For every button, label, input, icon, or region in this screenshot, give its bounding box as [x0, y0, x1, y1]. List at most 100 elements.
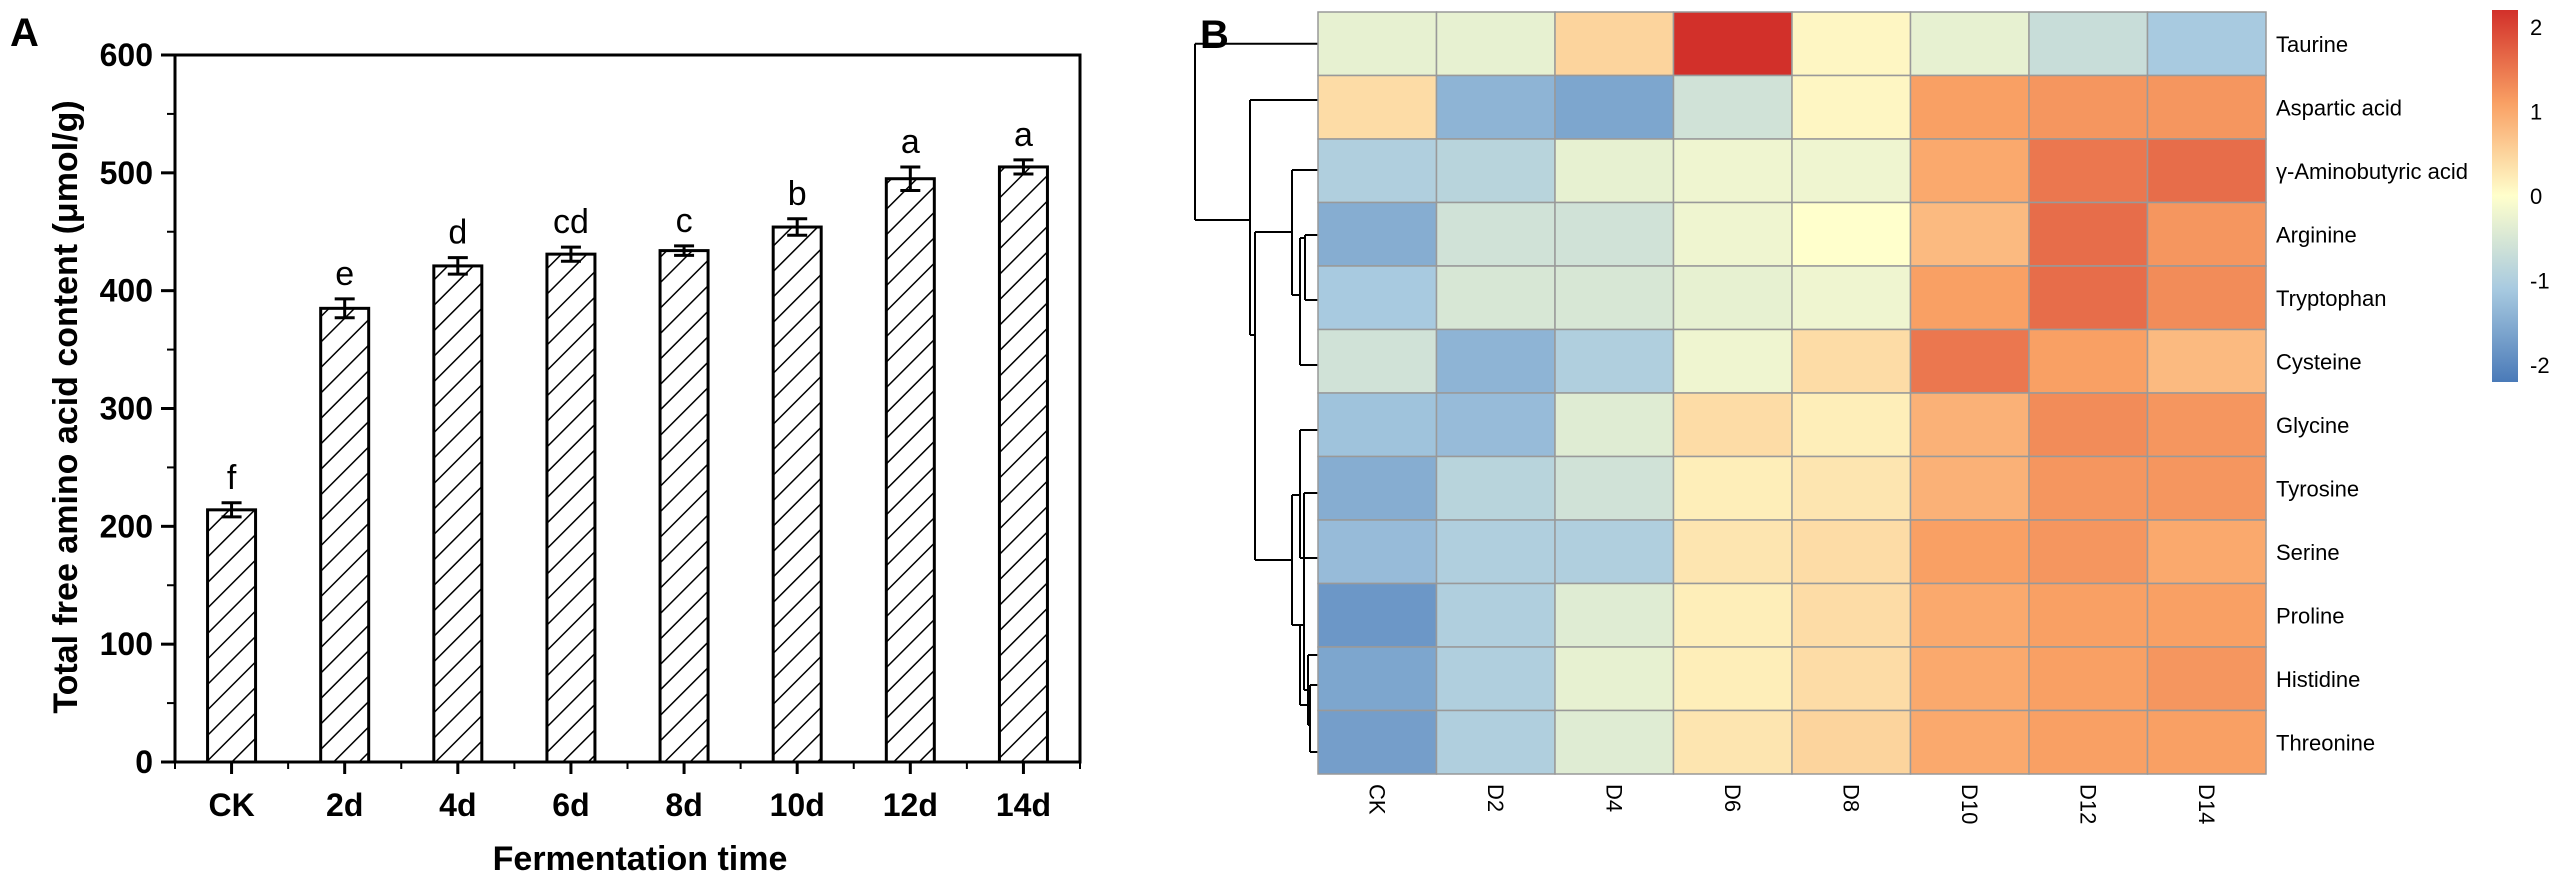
heatmap-cell	[1317, 74, 1438, 140]
heatmap-cell	[1672, 11, 1793, 77]
heatmap-cell	[1909, 74, 2030, 140]
row-label: Glycine	[2276, 413, 2349, 438]
heatmap-cell	[2146, 328, 2267, 394]
row-dendrogram	[1194, 42, 1318, 753]
row-label: Threonine	[2276, 730, 2375, 755]
heatmap-cell	[1791, 11, 1912, 77]
row-labels: Taurine Aspartic acid γ-Aminobutyric acid A…	[2276, 32, 2468, 756]
bar-chart-panel: A f e d cd c b a a CK 2d 4d 6d 8d 10d 12d 14d 0 100 200 3…	[10, 11, 1082, 878]
heatmap-cell	[1317, 265, 1438, 331]
y-tick-label: 200	[100, 508, 153, 544]
axes	[161, 53, 1082, 774]
bar	[884, 177, 936, 764]
error-bars	[221, 158, 1034, 519]
x-tick-label: 10d	[770, 787, 825, 823]
y-tick-label: 300	[100, 391, 153, 427]
heatmap-cell	[1317, 455, 1438, 521]
column-label: D8	[1838, 784, 1863, 812]
heatmap-cell	[1554, 519, 1675, 585]
x-axis-label: Fermentation time	[493, 840, 788, 878]
row-label: Serine	[2276, 540, 2340, 565]
row-label: Aspartic acid	[2276, 95, 2402, 120]
color-scale-tick-label: 2	[2530, 15, 2542, 40]
heatmap-cell	[1672, 392, 1793, 458]
color-scale-bar	[2492, 10, 2518, 382]
x-tick-label: 4d	[439, 787, 476, 823]
significance-letter: a	[1014, 116, 1033, 154]
heatmap-cell	[2146, 265, 2267, 331]
x-tick-label: CK	[208, 787, 254, 823]
heatmap-cell	[2146, 519, 2267, 585]
y-axis-label: Total free amino acid content (μmol/g)	[47, 100, 85, 713]
y-tick-label: 500	[100, 155, 153, 191]
row-label: Proline	[2276, 603, 2344, 628]
heatmap-cell	[1791, 519, 1912, 585]
heatmap-cell	[1909, 201, 2030, 267]
heatmap-cell	[1791, 392, 1912, 458]
column-label: D2	[1483, 784, 1508, 812]
x-tick-label: 12d	[883, 787, 938, 823]
heatmap-cell	[2146, 201, 2267, 267]
heatmap-cell	[2028, 519, 2149, 585]
significance-letter: b	[788, 175, 807, 213]
heatmap-cell	[1317, 328, 1438, 394]
column-label: D4	[1601, 784, 1626, 812]
heatmap-cell	[1672, 265, 1793, 331]
heatmap-cell	[1791, 265, 1912, 331]
heatmap-cell	[1435, 201, 1556, 267]
heatmap-cell	[1672, 519, 1793, 585]
significance-letter: a	[901, 123, 920, 161]
heatmap-cell	[1317, 709, 1438, 775]
x-tick-label: 14d	[996, 787, 1051, 823]
y-tick-labels: 0 100 200 300 400 500 600	[100, 37, 153, 780]
bar	[658, 249, 710, 764]
heatmap-cell	[1554, 392, 1675, 458]
heatmap-cell	[1672, 138, 1793, 204]
heatmap-cell	[1672, 201, 1793, 267]
y-tick-label: 600	[100, 37, 153, 73]
y-tick-label: 400	[100, 273, 153, 309]
heatmap-cell	[1791, 582, 1912, 648]
heatmap-cells	[1317, 11, 2267, 775]
heatmap-cell	[1435, 392, 1556, 458]
significance-letter: d	[448, 214, 467, 252]
heatmap-cell	[1791, 328, 1912, 394]
heatmap-cell	[1791, 201, 1912, 267]
plot-frame	[173, 53, 1082, 764]
heatmap-cell	[1672, 328, 1793, 394]
significance-letters: f e d cd c b a a	[227, 116, 1033, 497]
bar	[206, 508, 258, 764]
row-label: Tryptophan	[2276, 286, 2386, 311]
heatmap-cell	[1672, 74, 1793, 140]
heatmap-cell	[1791, 455, 1912, 521]
significance-letter: c	[676, 202, 693, 240]
heatmap-cell	[2028, 138, 2149, 204]
heatmap-cell	[1909, 11, 2030, 77]
heatmap-cell	[2146, 582, 2267, 648]
heatmap-cell	[1317, 11, 1438, 77]
heatmap-cell	[1554, 265, 1675, 331]
heatmap-cell	[1909, 582, 2030, 648]
y-tick-label: 0	[135, 744, 153, 780]
heatmap-cell	[1317, 582, 1438, 648]
heatmap-cell	[2028, 646, 2149, 712]
heatmap-cell	[1435, 709, 1556, 775]
heatmap-cell	[1317, 138, 1438, 204]
heatmap-cell	[1435, 138, 1556, 204]
x-tick-labels: CK 2d 4d 6d 8d 10d 12d 14d	[208, 787, 1051, 823]
heatmap-cell	[1672, 646, 1793, 712]
heatmap-cell	[1672, 455, 1793, 521]
color-scale-tick-label: 1	[2530, 99, 2542, 124]
heatmap-cell	[1909, 455, 2030, 521]
row-label: Taurine	[2276, 32, 2348, 57]
heatmap-cell	[1672, 582, 1793, 648]
x-tick-label: 8d	[665, 787, 702, 823]
heatmap-cell	[1317, 519, 1438, 585]
heatmap-cell	[1791, 74, 1912, 140]
heatmap-cell	[1317, 201, 1438, 267]
heatmap-panel: Taurine Aspartic acid γ-Aminobutyric acid A…	[1194, 10, 2550, 824]
significance-letter: e	[335, 255, 354, 293]
color-scale-tick-label: -1	[2530, 269, 2550, 294]
heatmap-cell	[1791, 709, 1912, 775]
